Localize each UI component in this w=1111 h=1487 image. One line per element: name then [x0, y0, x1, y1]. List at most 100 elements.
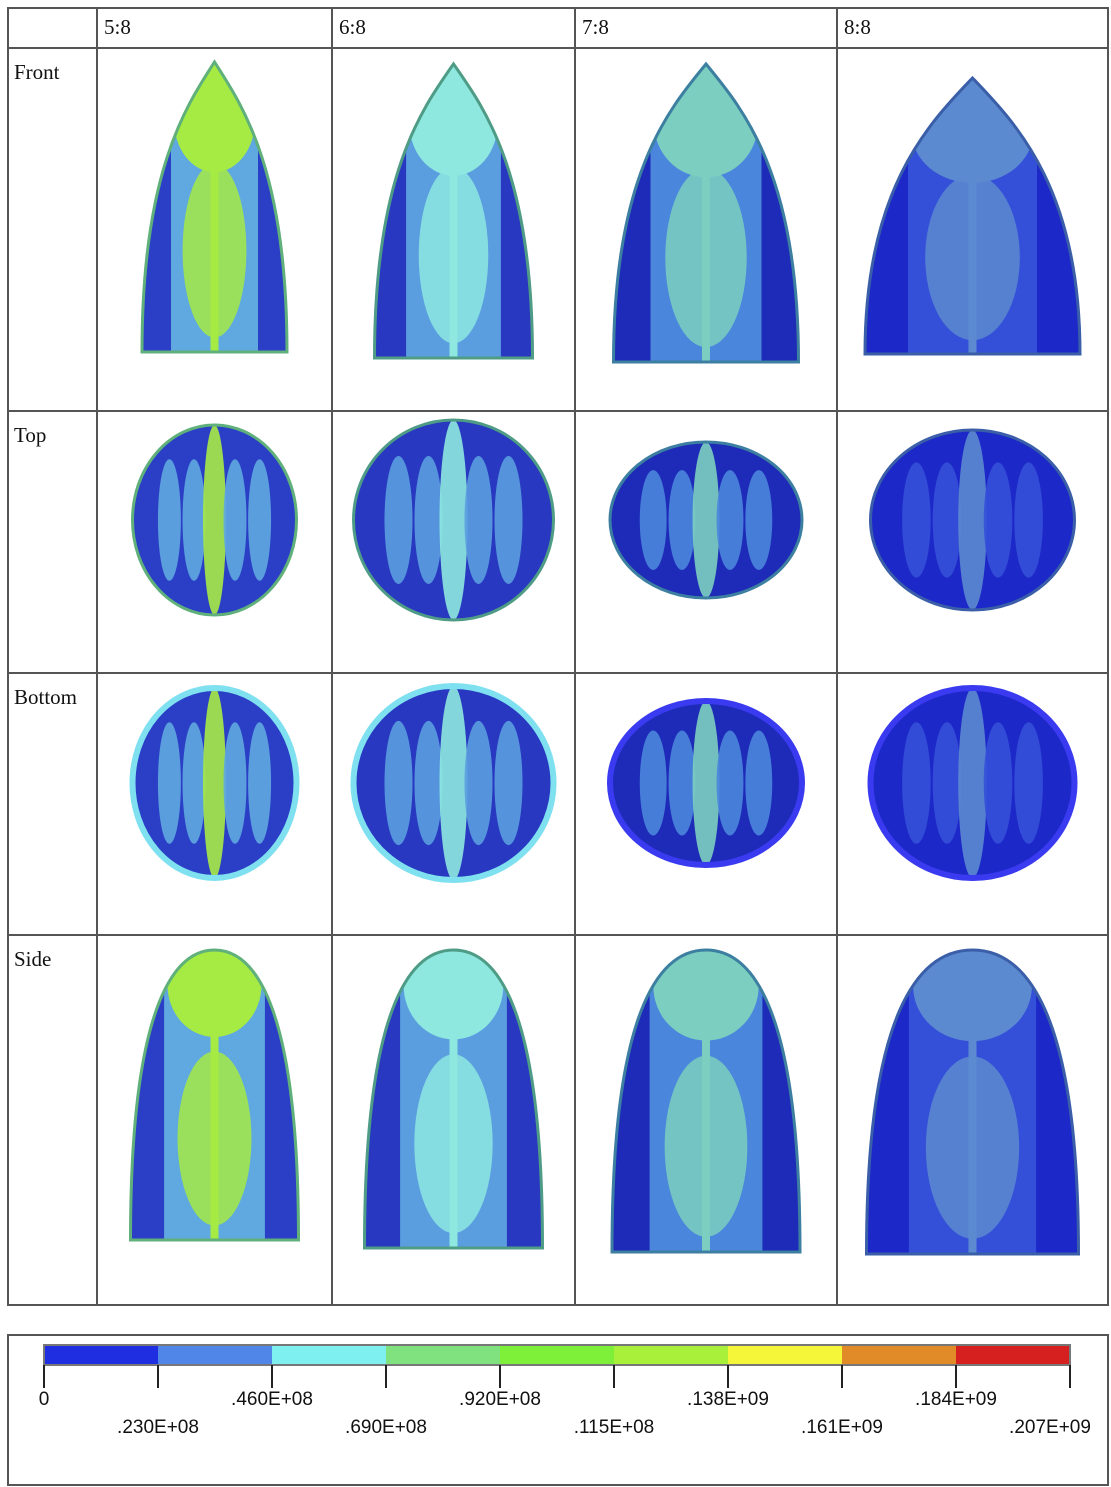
- row-header: Front: [14, 60, 60, 84]
- band: [702, 64, 710, 362]
- contour-plot: [350, 683, 557, 883]
- band: [449, 64, 458, 358]
- legend-swatch: [158, 1345, 272, 1365]
- legend-label: .690E+08: [345, 1417, 427, 1438]
- outline: [868, 428, 1077, 612]
- band: [716, 730, 744, 836]
- legend-swatch: [728, 1345, 842, 1365]
- legend-label: .184E+09: [915, 1389, 997, 1410]
- contour-plot: [362, 948, 545, 1250]
- contour-plot: [372, 61, 535, 360]
- legend-swatch: [386, 1345, 500, 1365]
- band: [439, 686, 468, 880]
- outline: [611, 61, 801, 364]
- row-header: Side: [14, 947, 51, 971]
- contour-plot: [140, 59, 289, 354]
- band: [203, 688, 226, 878]
- legend-label: .161E+09: [801, 1417, 883, 1438]
- band: [745, 730, 773, 836]
- table-border: [7, 7, 1109, 1306]
- contour-plot: [611, 61, 801, 364]
- legend-swatch: [44, 1345, 158, 1365]
- legend-label: .230E+08: [117, 1417, 199, 1438]
- band: [223, 459, 247, 581]
- band: [449, 950, 458, 1248]
- outline: [863, 75, 1082, 356]
- band: [639, 470, 667, 570]
- band: [692, 442, 720, 598]
- legend-label: .115E+08: [574, 1417, 654, 1438]
- contour-plot: [867, 685, 1078, 881]
- band: [464, 456, 493, 584]
- outline: [864, 948, 1081, 1256]
- contour-bands: [142, 62, 287, 352]
- outline: [608, 440, 804, 600]
- legend-swatch: [500, 1345, 614, 1365]
- legend-bar-frame: [43, 1344, 1071, 1366]
- legend-label: .138E+09: [687, 1389, 769, 1410]
- band: [439, 420, 468, 620]
- band: [248, 459, 272, 581]
- contour-bands: [866, 950, 1079, 1254]
- band: [745, 470, 773, 570]
- contour-plot: [863, 75, 1082, 356]
- legend-swatch: [956, 1345, 1070, 1365]
- contour-bands: [132, 688, 297, 878]
- contour-plot: [868, 428, 1077, 612]
- contour-plot: [608, 440, 804, 600]
- band: [983, 722, 1013, 844]
- band: [639, 730, 667, 836]
- band: [384, 456, 413, 584]
- contour-bands: [374, 64, 533, 358]
- outline: [362, 948, 545, 1250]
- outline: [372, 61, 535, 360]
- outline: [867, 685, 1078, 881]
- contour-bands: [364, 950, 543, 1248]
- outline: [128, 948, 301, 1242]
- band: [414, 456, 443, 584]
- legend-swatch: [272, 1345, 386, 1365]
- band: [223, 722, 247, 844]
- band: [932, 462, 962, 578]
- contour-bands: [865, 78, 1080, 354]
- contour-bands: [613, 64, 799, 362]
- outline: [610, 948, 802, 1254]
- legend-swatch: [842, 1345, 956, 1365]
- band: [494, 456, 523, 584]
- contour-plot: [351, 418, 556, 622]
- outline: [130, 423, 299, 617]
- contour-plot: [864, 948, 1081, 1256]
- band: [210, 62, 219, 352]
- band: [702, 950, 710, 1252]
- contour-bands: [353, 686, 554, 880]
- band: [668, 730, 696, 836]
- column-header: 5:8: [104, 15, 131, 39]
- legend-label: 0: [39, 1389, 50, 1410]
- band: [1014, 722, 1043, 844]
- band: [182, 722, 206, 844]
- outline: [351, 418, 556, 622]
- contour-bands: [612, 950, 800, 1252]
- contour-plot: [606, 698, 806, 868]
- band: [958, 688, 987, 878]
- contour-bands: [610, 701, 802, 865]
- legend-border: [7, 1334, 1109, 1486]
- outline: [350, 683, 557, 883]
- band: [983, 462, 1013, 578]
- outline: [140, 59, 289, 354]
- column-header: 8:8: [844, 15, 871, 39]
- legend-label: .920E+08: [459, 1389, 541, 1410]
- contour-bands: [132, 425, 297, 615]
- band: [203, 425, 226, 615]
- legend-swatch: [614, 1345, 728, 1365]
- row-header: Bottom: [14, 685, 77, 709]
- band: [716, 470, 744, 570]
- band: [414, 720, 443, 846]
- column-header: 6:8: [339, 15, 366, 39]
- contour-plot: [130, 423, 299, 617]
- band: [902, 462, 931, 578]
- band: [210, 950, 219, 1240]
- band: [182, 459, 206, 581]
- band: [968, 78, 977, 354]
- column-header: 7:8: [582, 15, 609, 39]
